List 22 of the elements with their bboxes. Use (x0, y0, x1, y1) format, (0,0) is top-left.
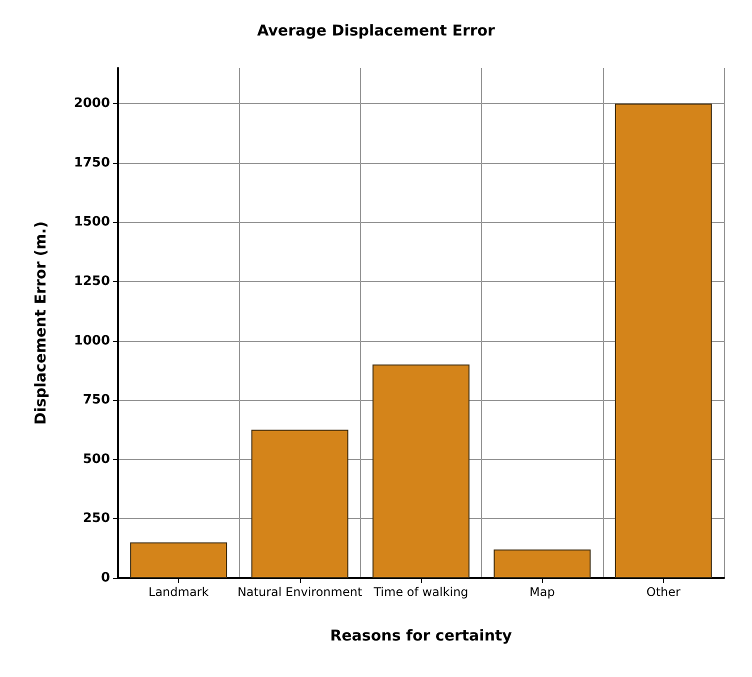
y-axis-title: Displacement Error (m.) (32, 221, 50, 425)
x-axis-title: Reasons for certainty (330, 626, 512, 644)
y-tick-label: 750 (82, 392, 110, 408)
x-tick-label: Map (530, 585, 555, 599)
bar (494, 550, 591, 578)
y-tick-label: 1000 (74, 333, 110, 348)
y-tick-label: 500 (82, 452, 110, 467)
bar (251, 430, 348, 578)
y-tick-label: 250 (82, 511, 110, 526)
y-tick-label: 2000 (74, 96, 110, 112)
chart-title: Average Displacement Error (257, 22, 496, 40)
bar (372, 364, 470, 578)
x-tick-label: Landmark (148, 585, 209, 599)
bar (130, 542, 228, 578)
y-tick-label: 1250 (74, 274, 110, 289)
y-tick-label: 0 (100, 570, 110, 586)
x-tick-label: Natural Environment (237, 585, 362, 599)
x-tick-label: Time of walking (372, 585, 468, 599)
bar (614, 104, 712, 578)
y-tick-label: 1500 (74, 214, 110, 230)
y-tick-label: 1750 (74, 155, 110, 170)
x-tick-label: Other (646, 585, 680, 599)
